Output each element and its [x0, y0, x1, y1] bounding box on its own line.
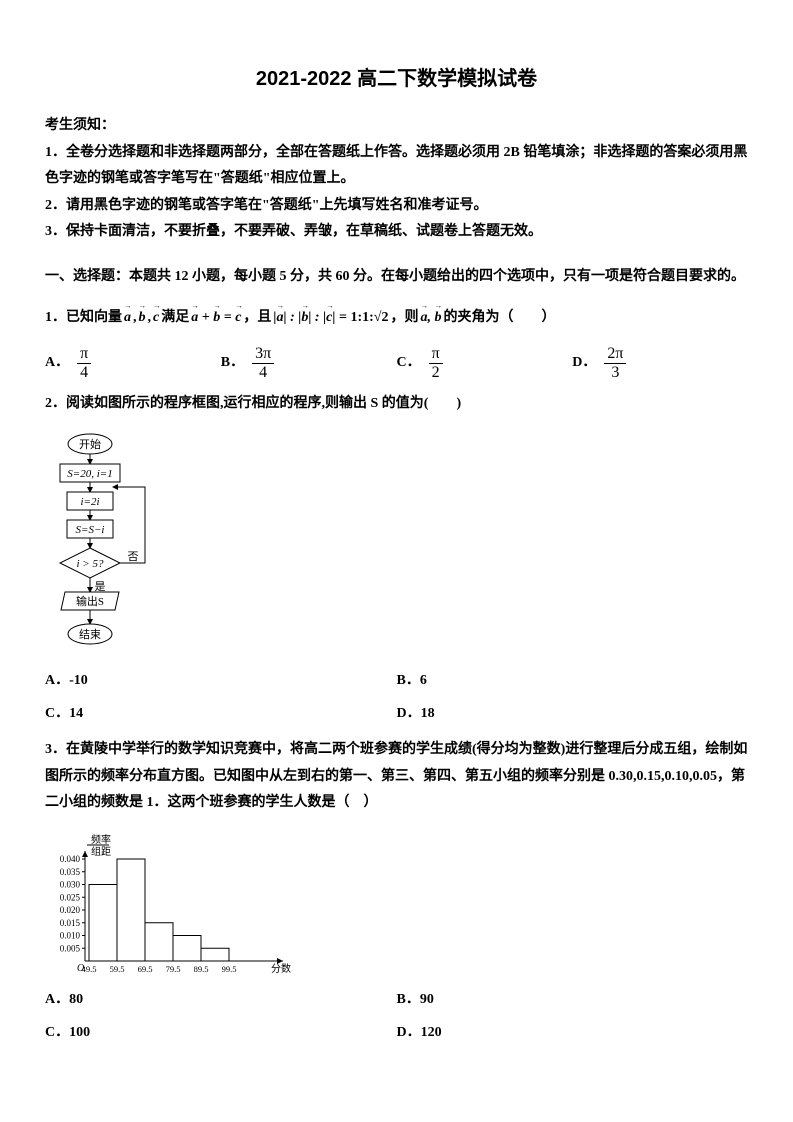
svg-text:69.5: 69.5 — [138, 964, 153, 974]
q2-option-a: A．-10 — [45, 668, 397, 695]
svg-text:S=S−i: S=S−i — [76, 524, 105, 536]
svg-text:S=20, i=1: S=20, i=1 — [67, 468, 112, 480]
q3-option-b: B．90 — [397, 987, 749, 1014]
q1-option-c: C．π2 — [397, 345, 573, 381]
svg-text:0.005: 0.005 — [60, 943, 81, 953]
question-2: 2．阅读如图所示的程序框图,运行相应的程序,则输出 S 的值为( ) — [45, 391, 748, 418]
histogram-chart: 频率组距 0.040 0.035 0.030 0.025 0.020 0.015 0.010 0… — [45, 831, 748, 981]
svg-text:89.5: 89.5 — [194, 964, 209, 974]
svg-text:频率: 频率 — [91, 833, 111, 846]
svg-text:i > 5?: i > 5? — [77, 558, 104, 570]
svg-text:99.5: 99.5 — [222, 964, 237, 974]
q1-suffix: 的夹角为（ ） — [443, 305, 555, 332]
svg-text:0.030: 0.030 — [60, 879, 81, 889]
svg-text:结束: 结束 — [79, 628, 101, 641]
notice-heading: 考生须知： — [45, 113, 748, 140]
svg-text:分数: 分数 — [271, 962, 291, 975]
flowchart-diagram: 开始 S=20, i=1 i=2i S=S−i i > 5? 否 是 输出S 结… — [45, 432, 748, 662]
svg-text:组距: 组距 — [91, 845, 111, 858]
svg-text:49.5: 49.5 — [82, 964, 97, 974]
svg-text:是: 是 — [95, 580, 106, 593]
vector-a-icon: a — [124, 305, 131, 332]
notice-item-3: 3．保持卡面清洁，不要折叠，不要弄破、弄皱，在草稿纸、试题卷上答题无效。 — [45, 219, 748, 246]
q1-option-d: D．2π3 — [572, 345, 748, 381]
q1-ab: a, b — [420, 305, 441, 332]
q2-options-row2: C．14 D．18 — [45, 701, 748, 728]
svg-text:0.025: 0.025 — [60, 892, 81, 902]
svg-text:0.020: 0.020 — [60, 905, 81, 915]
q3-option-d: D．120 — [397, 1020, 749, 1047]
q1-option-a: A．π4 — [45, 345, 221, 381]
q1-prefix: 1．已知向量 — [45, 305, 122, 332]
svg-text:59.5: 59.5 — [110, 964, 125, 974]
svg-text:否: 否 — [128, 551, 139, 563]
q1-ratio: |a| : |b| : |c| = 1:1:√2 — [273, 305, 388, 332]
q1-mid3: ，则 — [390, 305, 418, 332]
question-3: 3．在黄陵中学举行的数学知识竞赛中，将高二两个班参赛的学生成绩(得分均为整数)进… — [45, 737, 748, 817]
vector-c-icon: c — [153, 305, 159, 332]
q3-option-a: A．80 — [45, 987, 397, 1014]
q2-options-row1: A．-10 B．6 — [45, 668, 748, 695]
q1-options: A．π4 B．3π4 C．π2 D．2π3 — [45, 345, 748, 381]
svg-text:0.035: 0.035 — [60, 867, 81, 877]
q1-eq1: a + b = c — [191, 305, 241, 332]
svg-text:79.5: 79.5 — [166, 964, 181, 974]
q1-mid2: ，且 — [243, 305, 271, 332]
vector-b-icon: b — [139, 305, 146, 332]
notice-item-1: 1．全卷分选择题和非选择题两部分，全部在答题纸上作答。选择题必须用 2B 铅笔填… — [45, 140, 748, 193]
notice-item-2: 2．请用黑色字迹的钢笔或答字笔在"答题纸"上先填写姓名和准考证号。 — [45, 193, 748, 220]
svg-text:0.010: 0.010 — [60, 930, 81, 940]
section-1-heading: 一、选择题：本题共 12 小题，每小题 5 分，共 60 分。在每小题给出的四个… — [45, 264, 748, 291]
svg-text:0.040: 0.040 — [60, 854, 81, 864]
q2-option-c: C．14 — [45, 701, 397, 728]
q2-option-d: D．18 — [397, 701, 749, 728]
q1-mid1: 满足 — [161, 305, 189, 332]
q3-options-row1: A．80 B．90 — [45, 987, 748, 1014]
q3-option-c: C．100 — [45, 1020, 397, 1047]
page-title: 2021-2022 高二下数学模拟试卷 — [45, 60, 748, 98]
notice-block: 考生须知： 1．全卷分选择题和非选择题两部分，全部在答题纸上作答。选择题必须用 … — [45, 113, 748, 246]
svg-text:0.015: 0.015 — [60, 918, 81, 928]
flow-start: 开始 — [79, 437, 101, 451]
q1-option-b: B．3π4 — [221, 345, 397, 381]
question-1: 1．已知向量 a,b,c 满足 a + b = c ，且 |a| : |b| :… — [45, 305, 748, 332]
q2-option-b: B．6 — [397, 668, 749, 695]
svg-text:输出S: 输出S — [76, 594, 104, 608]
svg-text:i=2i: i=2i — [80, 496, 99, 508]
q3-options-row2: C．100 D．120 — [45, 1020, 748, 1047]
